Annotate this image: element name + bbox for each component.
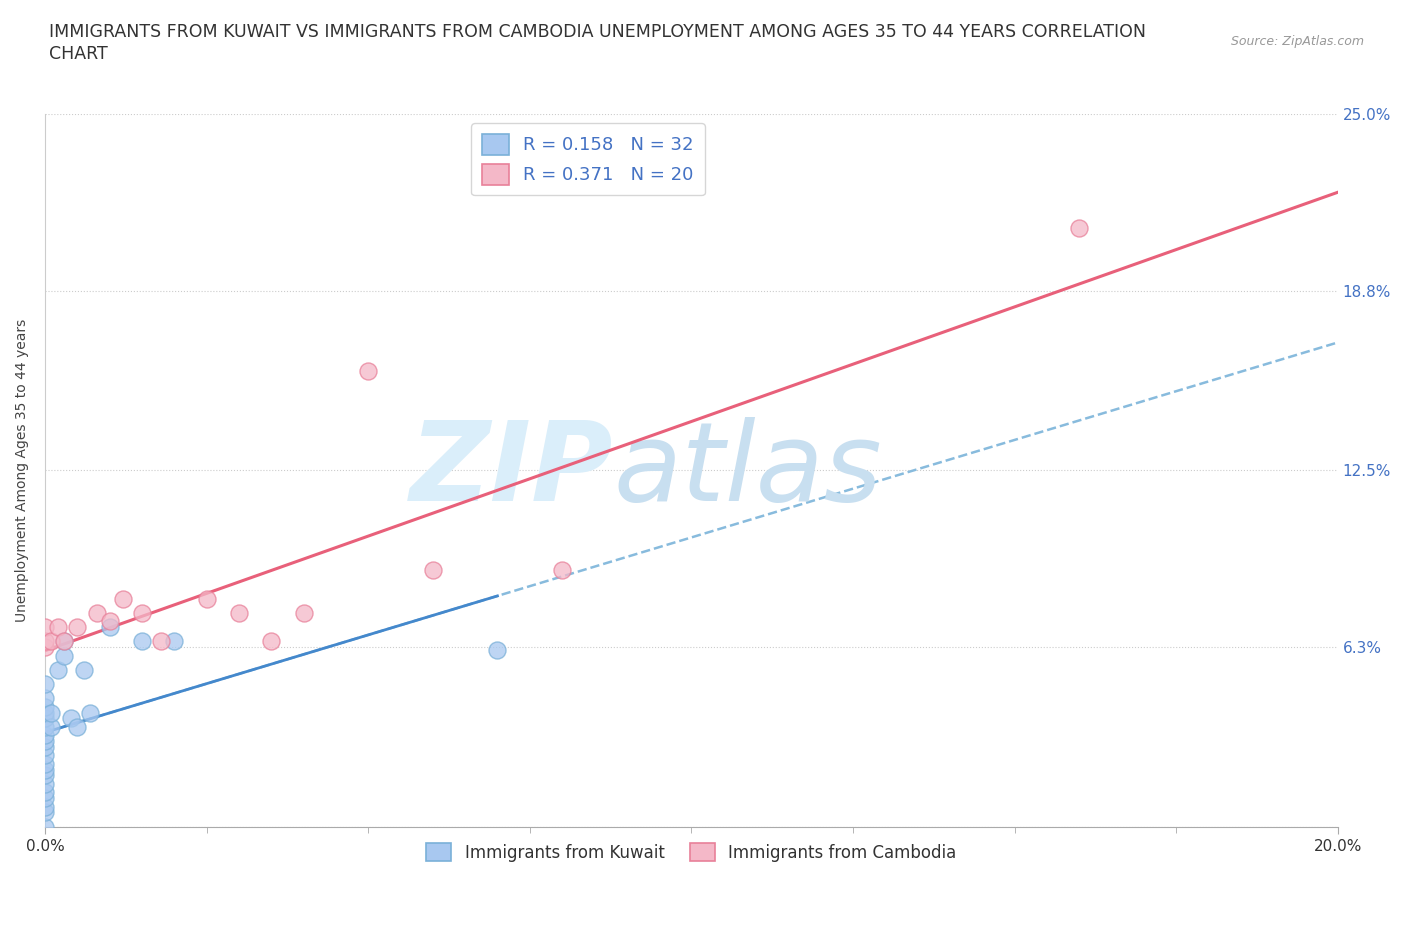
Point: [34, 619, 56, 634]
Point: [260, 634, 283, 649]
Point: [53, 648, 76, 663]
Point: [1069, 220, 1091, 235]
Point: [34, 634, 56, 649]
Point: [34, 677, 56, 692]
Text: Source: ZipAtlas.com: Source: ZipAtlas.com: [1230, 35, 1364, 48]
Point: [46, 619, 69, 634]
Point: [551, 563, 574, 578]
Point: [486, 643, 509, 658]
Point: [34, 768, 56, 783]
Point: [111, 591, 134, 606]
Point: [86, 605, 108, 620]
Point: [98, 619, 121, 634]
Point: [292, 605, 315, 620]
Point: [34, 734, 56, 749]
Point: [34, 705, 56, 720]
Point: [131, 605, 153, 620]
Point: [66, 619, 89, 634]
Point: [34, 739, 56, 754]
Point: [34, 805, 56, 820]
Point: [34, 785, 56, 800]
Point: [422, 563, 444, 578]
Point: [34, 640, 56, 655]
Point: [228, 605, 250, 620]
Point: [131, 634, 153, 649]
Point: [34, 720, 56, 735]
Point: [59, 711, 82, 725]
Point: [34, 777, 56, 791]
Point: [34, 763, 56, 777]
Point: [53, 634, 76, 649]
Point: [41, 634, 63, 649]
Point: [357, 363, 380, 378]
Point: [46, 662, 69, 677]
Text: atlas: atlas: [614, 417, 883, 524]
Point: [195, 591, 218, 606]
Text: ZIP: ZIP: [411, 417, 614, 524]
Point: [34, 748, 56, 763]
Point: [79, 705, 101, 720]
Point: [34, 799, 56, 814]
Point: [34, 699, 56, 714]
Point: [66, 720, 89, 735]
Point: [34, 756, 56, 771]
Point: [34, 819, 56, 834]
Point: [98, 614, 121, 629]
Text: CHART: CHART: [49, 45, 108, 62]
Text: IMMIGRANTS FROM KUWAIT VS IMMIGRANTS FROM CAMBODIA UNEMPLOYMENT AMONG AGES 35 TO: IMMIGRANTS FROM KUWAIT VS IMMIGRANTS FRO…: [49, 23, 1146, 41]
Point: [41, 720, 63, 735]
Legend: Immigrants from Kuwait, Immigrants from Cambodia: Immigrants from Kuwait, Immigrants from …: [420, 837, 963, 869]
Point: [150, 634, 173, 649]
Point: [41, 705, 63, 720]
Point: [163, 634, 186, 649]
Point: [53, 634, 76, 649]
Point: [34, 790, 56, 805]
Point: [34, 711, 56, 725]
Point: [34, 728, 56, 743]
Y-axis label: Unemployment Among Ages 35 to 44 years: Unemployment Among Ages 35 to 44 years: [15, 319, 30, 622]
Point: [73, 662, 96, 677]
Point: [34, 691, 56, 706]
